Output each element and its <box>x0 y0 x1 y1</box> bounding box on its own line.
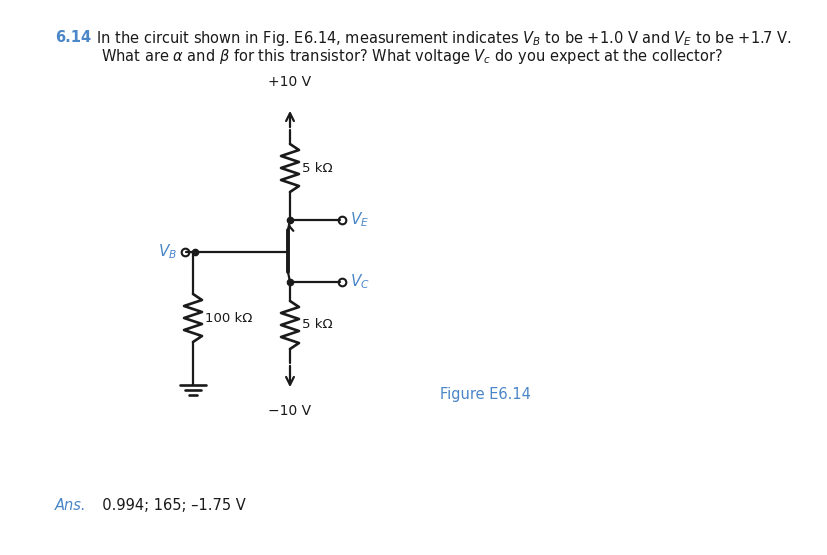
Text: −10 V: −10 V <box>268 404 311 418</box>
Text: $V_E$: $V_E$ <box>350 211 369 229</box>
Text: $V_C$: $V_C$ <box>350 273 370 291</box>
Text: In the circuit shown in Fig. E6.14, measurement indicates $V_B$ to be +1.0 V and: In the circuit shown in Fig. E6.14, meas… <box>87 28 791 48</box>
Text: 0.994; 165; –1.75 V: 0.994; 165; –1.75 V <box>93 498 246 513</box>
Text: Figure E6.14: Figure E6.14 <box>439 387 530 402</box>
Text: Ans.: Ans. <box>55 498 86 513</box>
Text: 6.14: 6.14 <box>55 31 91 46</box>
Text: What are $\alpha$ and $\beta$ for this transistor? What voltage $V_c$ do you exp: What are $\alpha$ and $\beta$ for this t… <box>101 48 722 67</box>
Text: $V_B$: $V_B$ <box>158 243 177 261</box>
Text: 5 kΩ: 5 kΩ <box>302 162 332 174</box>
Text: 100 kΩ: 100 kΩ <box>205 311 252 325</box>
Text: 5 kΩ: 5 kΩ <box>302 319 332 331</box>
Text: +10 V: +10 V <box>268 75 311 89</box>
